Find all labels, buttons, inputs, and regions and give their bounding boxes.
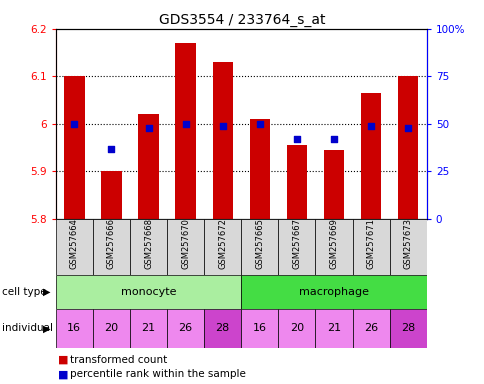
Text: individual: individual bbox=[2, 323, 53, 333]
Text: monocyte: monocyte bbox=[121, 287, 176, 297]
Bar bbox=[101, 171, 121, 219]
Text: ■: ■ bbox=[58, 355, 69, 365]
Bar bbox=[175, 43, 196, 219]
Bar bbox=[278, 309, 315, 348]
Point bbox=[70, 121, 78, 127]
Point bbox=[107, 146, 115, 152]
Bar bbox=[241, 309, 278, 348]
Bar bbox=[56, 219, 93, 275]
Text: 20: 20 bbox=[289, 323, 303, 333]
Bar bbox=[352, 219, 389, 275]
Bar bbox=[93, 309, 130, 348]
Bar bbox=[389, 309, 426, 348]
Text: percentile rank within the sample: percentile rank within the sample bbox=[70, 369, 246, 379]
Text: cell type: cell type bbox=[2, 287, 47, 297]
Bar bbox=[249, 119, 270, 219]
Text: GSM257673: GSM257673 bbox=[403, 218, 412, 270]
Text: ▶: ▶ bbox=[44, 287, 51, 297]
Bar bbox=[204, 309, 241, 348]
Bar bbox=[241, 275, 426, 309]
Bar bbox=[286, 145, 306, 219]
Bar bbox=[360, 93, 380, 219]
Bar bbox=[278, 219, 315, 275]
Bar bbox=[93, 219, 130, 275]
Text: 16: 16 bbox=[67, 323, 81, 333]
Text: 28: 28 bbox=[215, 323, 229, 333]
Text: GSM257667: GSM257667 bbox=[292, 218, 301, 270]
Text: GSM257666: GSM257666 bbox=[106, 218, 116, 270]
Point bbox=[330, 136, 337, 142]
Bar bbox=[352, 309, 389, 348]
Bar bbox=[166, 219, 204, 275]
Text: GSM257669: GSM257669 bbox=[329, 218, 338, 269]
Bar bbox=[130, 309, 166, 348]
Bar bbox=[315, 309, 352, 348]
Point bbox=[218, 122, 226, 129]
Bar bbox=[166, 309, 204, 348]
Text: 26: 26 bbox=[178, 323, 192, 333]
Point bbox=[144, 124, 152, 131]
Text: GSM257671: GSM257671 bbox=[366, 218, 375, 269]
Point bbox=[256, 121, 263, 127]
Text: 21: 21 bbox=[326, 323, 340, 333]
Text: GDS3554 / 233764_s_at: GDS3554 / 233764_s_at bbox=[159, 13, 325, 27]
Bar bbox=[64, 76, 84, 219]
Bar bbox=[241, 219, 278, 275]
Bar bbox=[56, 275, 241, 309]
Point bbox=[404, 124, 411, 131]
Bar bbox=[138, 114, 158, 219]
Text: 20: 20 bbox=[104, 323, 118, 333]
Text: ▶: ▶ bbox=[44, 323, 51, 333]
Bar bbox=[204, 219, 241, 275]
Bar bbox=[389, 219, 426, 275]
Bar bbox=[130, 219, 166, 275]
Text: transformed count: transformed count bbox=[70, 355, 167, 365]
Text: macrophage: macrophage bbox=[299, 287, 368, 297]
Bar bbox=[56, 309, 93, 348]
Text: 16: 16 bbox=[252, 323, 266, 333]
Bar bbox=[323, 150, 344, 219]
Text: GSM257672: GSM257672 bbox=[218, 218, 227, 269]
Point bbox=[182, 121, 189, 127]
Text: 28: 28 bbox=[400, 323, 414, 333]
Point bbox=[292, 136, 300, 142]
Text: GSM257670: GSM257670 bbox=[181, 218, 190, 269]
Text: 26: 26 bbox=[363, 323, 378, 333]
Text: GSM257664: GSM257664 bbox=[70, 218, 79, 269]
Text: GSM257665: GSM257665 bbox=[255, 218, 264, 269]
Text: GSM257668: GSM257668 bbox=[144, 218, 153, 270]
Text: 21: 21 bbox=[141, 323, 155, 333]
Text: ■: ■ bbox=[58, 369, 69, 379]
Bar bbox=[397, 76, 418, 219]
Bar bbox=[315, 219, 352, 275]
Bar bbox=[212, 62, 232, 219]
Point bbox=[366, 122, 374, 129]
